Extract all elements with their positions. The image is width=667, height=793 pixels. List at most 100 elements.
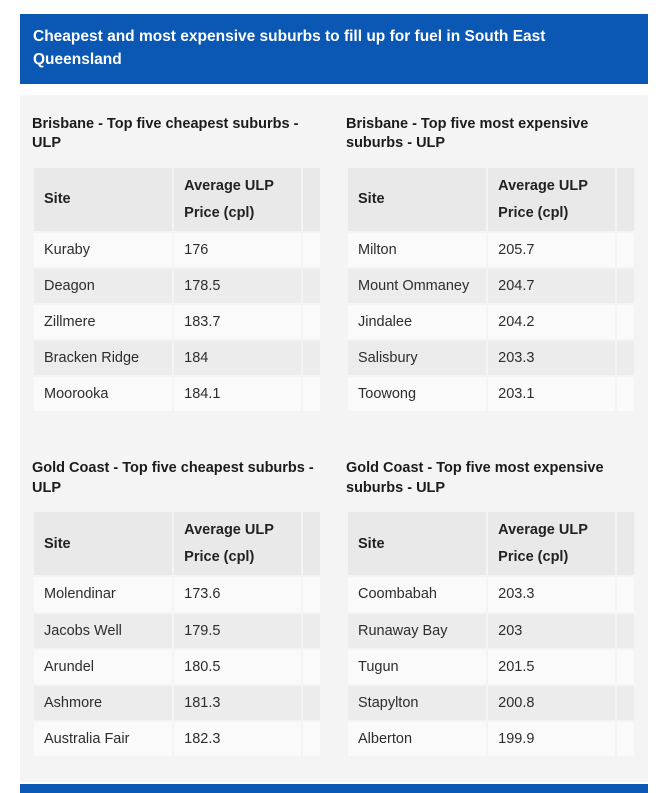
spacer-cell [617, 685, 634, 720]
tables-grid: Brisbane - Top five cheapest suburbs - U… [32, 105, 636, 759]
price-cell: 204.2 [488, 304, 616, 339]
price-cell: 183.7 [174, 304, 302, 339]
table-section-brisbane-expensive: Brisbane - Top five most expensive subur… [346, 105, 636, 414]
price-header-line1: Average ULP [184, 177, 274, 194]
column-header-spacer [303, 512, 320, 576]
price-header-line2: Price (cpl) [184, 549, 255, 566]
price-cell: 179.5 [174, 613, 302, 648]
table-row: Jacobs Well 179.5 [34, 613, 320, 648]
column-header-spacer [617, 512, 634, 576]
spacer-cell [617, 721, 634, 756]
site-cell: Zillmere [34, 304, 173, 339]
column-header-site: Site [348, 512, 487, 576]
site-cell: Runaway Bay [348, 613, 487, 648]
spacer-cell [303, 341, 320, 376]
table-section-goldcoast-cheapest: Gold Coast - Top five cheapest suburbs -… [32, 449, 322, 758]
price-cell: 205.7 [488, 232, 616, 267]
fuel-price-table: Site Average ULP Price (cpl) Coombabah 2… [346, 510, 636, 758]
next-section-header-bar [20, 784, 648, 793]
table-section-brisbane-cheapest: Brisbane - Top five cheapest suburbs - U… [32, 105, 322, 414]
column-header-price: Average ULP Price (cpl) [174, 167, 302, 231]
table-row: Alberton 199.9 [348, 721, 634, 756]
table-row: Bracken Ridge 184 [34, 341, 320, 376]
content-card: Brisbane - Top five cheapest suburbs - U… [20, 94, 648, 782]
page-title: Cheapest and most expensive suburbs to f… [33, 28, 546, 69]
table-row: Molendinar 173.6 [34, 577, 320, 612]
fuel-price-table: Site Average ULP Price (cpl) Molendinar … [32, 510, 322, 758]
price-cell: 203.3 [488, 577, 616, 612]
table-row: Milton 205.7 [348, 232, 634, 267]
spacer-cell [617, 649, 634, 684]
spacer-cell [617, 577, 634, 612]
price-cell: 178.5 [174, 268, 302, 303]
price-header-line1: Average ULP [498, 177, 588, 194]
site-cell: Molendinar [34, 577, 173, 612]
table-title: Gold Coast - Top five cheapest suburbs -… [32, 460, 314, 496]
site-cell: Jindalee [348, 304, 487, 339]
site-cell: Stapylton [348, 685, 487, 720]
table-row: Arundel 180.5 [34, 649, 320, 684]
column-header-site: Site [34, 167, 173, 231]
price-cell: 199.9 [488, 721, 616, 756]
site-cell: Coombabah [348, 577, 487, 612]
price-cell: 201.5 [488, 649, 616, 684]
price-header-line1: Average ULP [498, 522, 588, 539]
price-cell: 184 [174, 341, 302, 376]
fuel-price-table: Site Average ULP Price (cpl) Kuraby 176 [32, 166, 322, 414]
spacer-cell [617, 268, 634, 303]
site-cell: Tugun [348, 649, 487, 684]
header-row: Site Average ULP Price (cpl) [34, 512, 320, 576]
table-row: Mount Ommaney 204.7 [348, 268, 634, 303]
spacer-cell [303, 613, 320, 648]
price-header-line1: Average ULP [184, 522, 274, 539]
price-cell: 180.5 [174, 649, 302, 684]
site-cell: Salisbury [348, 341, 487, 376]
site-cell: Ashmore [34, 685, 173, 720]
price-cell: 204.7 [488, 268, 616, 303]
table-title: Brisbane - Top five cheapest suburbs - U… [32, 115, 299, 152]
table-row: Zillmere 183.7 [34, 304, 320, 339]
site-cell: Deagon [34, 268, 173, 303]
spacer-cell [617, 341, 634, 376]
header-row: Site Average ULP Price (cpl) [348, 512, 634, 576]
site-cell: Jacobs Well [34, 613, 173, 648]
column-header-site: Site [348, 167, 487, 231]
site-cell: Moorooka [34, 377, 173, 412]
site-cell: Alberton [348, 721, 487, 756]
spacer-cell [617, 232, 634, 267]
spacer-cell [303, 721, 320, 756]
price-cell: 203.3 [488, 341, 616, 376]
price-header-line2: Price (cpl) [498, 549, 569, 566]
header-row: Site Average ULP Price (cpl) [348, 167, 634, 231]
site-cell: Australia Fair [34, 721, 173, 756]
table-row: Tugun 201.5 [348, 649, 634, 684]
spacer-cell [303, 304, 320, 339]
column-header-price: Average ULP Price (cpl) [174, 512, 302, 576]
spacer-cell [617, 613, 634, 648]
table-title: Gold Coast - Top five most expensive sub… [346, 460, 604, 496]
price-cell: 184.1 [174, 377, 302, 412]
price-header-line2: Price (cpl) [184, 204, 255, 221]
spacer-cell [303, 232, 320, 267]
spacer-cell [617, 304, 634, 339]
column-header-price: Average ULP Price (cpl) [488, 512, 616, 576]
price-cell: 200.8 [488, 685, 616, 720]
table-title: Brisbane - Top five most expensive subur… [346, 115, 589, 152]
column-header-spacer [303, 167, 320, 231]
spacer-cell [303, 649, 320, 684]
price-cell: 176 [174, 232, 302, 267]
price-cell: 203.1 [488, 377, 616, 412]
column-header-site: Site [34, 512, 173, 576]
site-cell: Bracken Ridge [34, 341, 173, 376]
table-row: Australia Fair 182.3 [34, 721, 320, 756]
price-header-line2: Price (cpl) [498, 204, 569, 221]
price-cell: 173.6 [174, 577, 302, 612]
table-row: Salisbury 203.3 [348, 341, 634, 376]
table-section-goldcoast-expensive: Gold Coast - Top five most expensive sub… [346, 449, 636, 758]
table-row: Ashmore 181.3 [34, 685, 320, 720]
table-row: Jindalee 204.2 [348, 304, 634, 339]
table-row: Stapylton 200.8 [348, 685, 634, 720]
price-cell: 203 [488, 613, 616, 648]
price-cell: 182.3 [174, 721, 302, 756]
column-header-spacer [617, 167, 634, 231]
